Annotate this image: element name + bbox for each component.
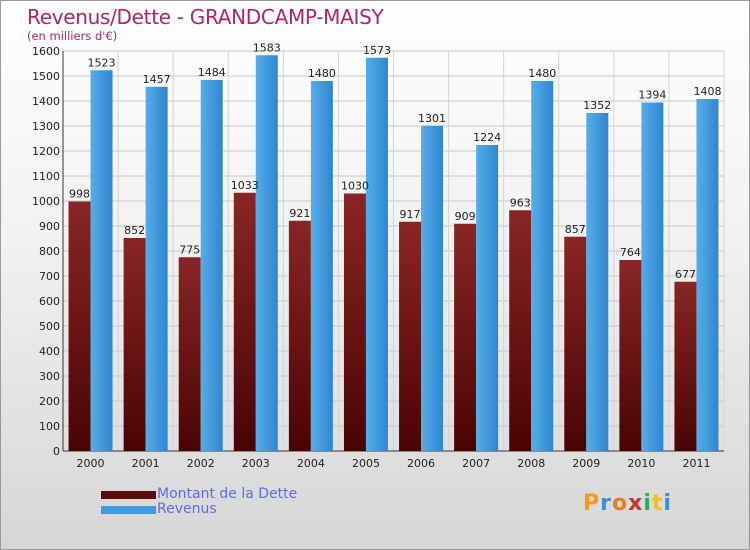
y-tick-label: 1200 bbox=[32, 145, 60, 158]
bar-dette bbox=[454, 223, 477, 451]
bar-revenus bbox=[255, 55, 278, 451]
legend-label-debt: Montant de la Dette bbox=[157, 486, 298, 502]
x-tick-label: 2006 bbox=[407, 457, 435, 470]
x-tick-label: 2002 bbox=[187, 457, 215, 470]
data-label-revenus: 1224 bbox=[473, 131, 501, 144]
bar-revenus bbox=[200, 80, 223, 451]
bar-revenus bbox=[310, 81, 333, 451]
y-tick-label: 400 bbox=[39, 345, 60, 358]
bar-revenus bbox=[641, 102, 664, 451]
y-tick-label: 1500 bbox=[32, 70, 60, 83]
legend-label-revenue: Revenus bbox=[157, 501, 217, 517]
x-tick-label: 2011 bbox=[682, 457, 710, 470]
y-tick-label: 0 bbox=[53, 445, 60, 458]
data-label-revenus: 1394 bbox=[638, 89, 666, 102]
logo-letter: P bbox=[583, 491, 601, 516]
chart-subtitle: (en milliers d'€) bbox=[27, 29, 118, 43]
logo-letter: o bbox=[611, 491, 629, 516]
x-tick-label: 2007 bbox=[462, 457, 490, 470]
legend-swatch-revenue bbox=[101, 506, 156, 514]
data-label-dette: 909 bbox=[455, 210, 476, 223]
bar-dette bbox=[399, 221, 422, 451]
bar-revenus bbox=[145, 86, 168, 451]
data-label-dette: 963 bbox=[510, 196, 531, 209]
bar-revenus bbox=[365, 57, 388, 451]
y-tick-label: 1600 bbox=[32, 45, 60, 58]
logo-letter: x bbox=[628, 491, 644, 516]
x-tick-label: 2008 bbox=[517, 457, 545, 470]
data-label-dette: 1033 bbox=[231, 179, 259, 192]
x-tick-label: 2000 bbox=[77, 457, 105, 470]
x-tick-label: 2004 bbox=[297, 457, 325, 470]
data-label-revenus: 1523 bbox=[88, 56, 116, 69]
x-tick-label: 2005 bbox=[352, 457, 380, 470]
y-tick-label: 300 bbox=[39, 370, 60, 383]
x-tick-label: 2003 bbox=[242, 457, 270, 470]
y-tick-label: 500 bbox=[39, 320, 60, 333]
y-tick-label: 800 bbox=[39, 245, 60, 258]
bar-revenus bbox=[696, 99, 719, 451]
bar-dette bbox=[619, 260, 642, 451]
bar-revenus bbox=[90, 70, 113, 451]
logo-letter: i bbox=[643, 491, 652, 516]
bar-dette bbox=[233, 192, 256, 451]
logo-letter: t bbox=[651, 491, 664, 516]
bar-dette bbox=[509, 210, 532, 451]
data-label-revenus: 1457 bbox=[143, 73, 171, 86]
y-tick-label: 200 bbox=[39, 395, 60, 408]
bar-revenus bbox=[586, 113, 609, 451]
logo-letter: i bbox=[663, 491, 672, 516]
x-tick-label: 2009 bbox=[572, 457, 600, 470]
data-label-revenus: 1573 bbox=[363, 44, 391, 57]
y-tick-label: 100 bbox=[39, 420, 60, 433]
data-label-revenus: 1352 bbox=[583, 99, 611, 112]
data-label-dette: 852 bbox=[124, 224, 145, 237]
y-tick-label: 1300 bbox=[32, 120, 60, 133]
legend-swatch-debt bbox=[101, 491, 156, 499]
x-tick-label: 2001 bbox=[132, 457, 160, 470]
logo-letter: r bbox=[600, 491, 612, 516]
data-label-dette: 998 bbox=[69, 188, 90, 201]
bar-dette bbox=[674, 281, 697, 451]
bar-dette bbox=[564, 236, 587, 451]
data-label-revenus: 1484 bbox=[198, 66, 226, 79]
bar-dette bbox=[123, 238, 146, 451]
bar-revenus bbox=[421, 125, 444, 451]
y-tick-label: 900 bbox=[39, 220, 60, 233]
x-tick-label: 2010 bbox=[627, 457, 655, 470]
data-label-dette: 677 bbox=[675, 268, 696, 281]
data-label-dette: 921 bbox=[289, 207, 310, 220]
data-label-dette: 764 bbox=[620, 246, 641, 259]
bar-dette bbox=[288, 220, 311, 451]
bar-dette bbox=[178, 257, 201, 451]
data-label-revenus: 1301 bbox=[418, 112, 446, 125]
y-tick-label: 600 bbox=[39, 295, 60, 308]
y-tick-label: 1400 bbox=[32, 95, 60, 108]
bar-revenus bbox=[476, 145, 499, 451]
y-tick-label: 1100 bbox=[32, 170, 60, 183]
data-label-dette: 775 bbox=[179, 243, 200, 256]
y-tick-label: 700 bbox=[39, 270, 60, 283]
data-label-revenus: 1583 bbox=[253, 41, 281, 54]
bar-dette bbox=[343, 193, 366, 451]
data-label-dette: 917 bbox=[400, 208, 421, 221]
data-label-revenus: 1480 bbox=[528, 67, 556, 80]
data-label-dette: 857 bbox=[565, 223, 586, 236]
proxiti-logo: Proxiti bbox=[583, 491, 672, 516]
data-label-revenus: 1480 bbox=[308, 67, 336, 80]
bar-revenus bbox=[531, 81, 554, 451]
y-tick-label: 1000 bbox=[32, 195, 60, 208]
data-label-dette: 1030 bbox=[341, 180, 369, 193]
chart-title: Revenus/Dette - GRANDCAMP-MAISY bbox=[27, 5, 384, 29]
bar-dette bbox=[68, 201, 91, 451]
data-label-revenus: 1408 bbox=[693, 85, 721, 98]
